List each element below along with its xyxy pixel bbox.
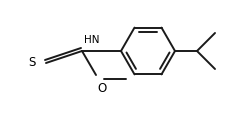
Text: O: O [97, 81, 106, 94]
Text: HN: HN [84, 35, 100, 45]
Text: S: S [28, 56, 36, 69]
